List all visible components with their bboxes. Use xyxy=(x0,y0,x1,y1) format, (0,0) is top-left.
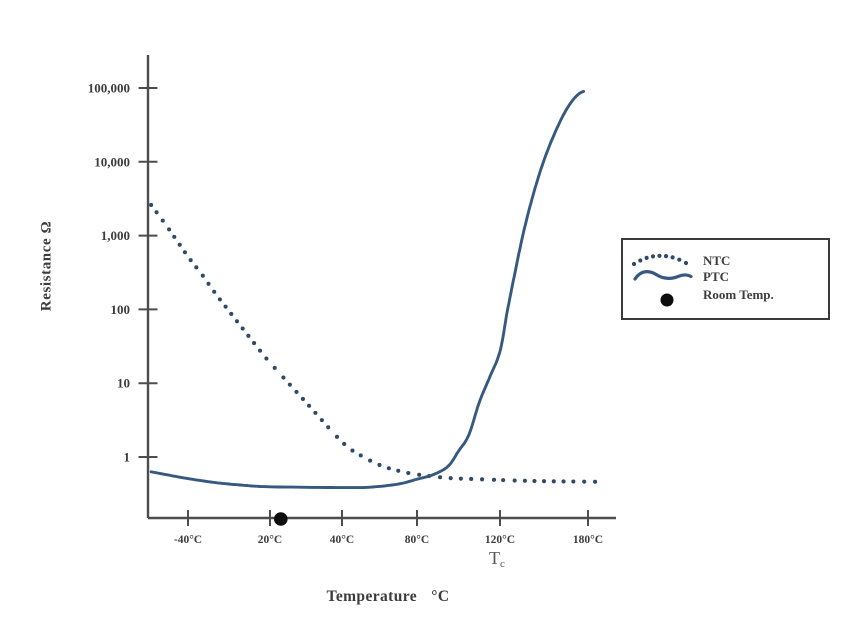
legend-label-ptc: PTC xyxy=(703,269,729,284)
ntc-dot xyxy=(246,333,251,338)
ntc-dot xyxy=(368,458,373,463)
y-tick-label: 100,000 xyxy=(88,81,130,96)
ntc-dot xyxy=(194,265,199,270)
y-tick-label: 1,000 xyxy=(101,228,130,243)
ntc-dot xyxy=(154,210,159,215)
x-axis-title: Temperature °C xyxy=(326,588,450,605)
ntc-dot xyxy=(206,281,211,286)
ntc-dot xyxy=(571,479,576,484)
legend: NTC PTC Room Temp. xyxy=(621,238,830,320)
ntc-dot xyxy=(313,410,318,415)
ntc-dot xyxy=(326,425,331,430)
ntc-dot xyxy=(182,250,187,255)
ntc-dot xyxy=(334,434,340,439)
ntc-dot xyxy=(417,472,422,477)
x-tick-label: 120°C xyxy=(485,534,515,546)
ntc-dot xyxy=(342,441,347,447)
ntc-dot xyxy=(396,468,401,473)
ntc-dot xyxy=(212,289,217,294)
ntc-dot xyxy=(167,227,172,232)
x-tick-label: 180°C xyxy=(573,534,603,546)
ntc-dot xyxy=(522,478,527,483)
y-tick-label: 10,000 xyxy=(94,154,130,169)
ntc-dot xyxy=(188,258,193,263)
ntc-dot xyxy=(469,476,474,482)
room-temp-dot-icon xyxy=(660,293,674,307)
x-tick-label: 20°C xyxy=(258,534,282,546)
ntc-dot xyxy=(287,382,292,387)
ntc-dot xyxy=(406,471,411,476)
ntc-dot xyxy=(229,311,234,317)
ntc-dotted-curve-icon xyxy=(631,253,689,267)
ntc-dot xyxy=(386,466,391,471)
ntc-dot xyxy=(200,273,205,278)
tc-annotation-main: T xyxy=(489,548,501,568)
ntc-dot xyxy=(350,448,355,453)
ntc-dot xyxy=(252,341,257,346)
ntc-dot xyxy=(512,478,517,483)
y-tick-label: 100 xyxy=(111,302,131,317)
ntc-dot xyxy=(458,476,463,481)
ntc-curve xyxy=(149,202,598,484)
x-tick-label: 40°C xyxy=(330,534,354,546)
x-ticks: -40°C 20°C 40°C 80°C 120°C 180°C xyxy=(174,510,603,546)
tc-annotation-sub: c xyxy=(500,558,505,570)
y-tick-label: 1 xyxy=(124,450,131,465)
ntc-dot xyxy=(561,479,566,484)
ntc-dot xyxy=(217,297,222,302)
y-axis-title: Resistance Ω xyxy=(38,220,55,312)
ntc-dot xyxy=(480,477,485,482)
y-tick-label: 10 xyxy=(117,376,130,391)
ntc-dot xyxy=(532,478,537,484)
x-tick-label: 80°C xyxy=(405,534,429,546)
legend-label-ntc: NTC xyxy=(703,253,731,268)
y-ticks: 1 10 100 1,000 10,000 100,000 xyxy=(88,81,158,465)
ntc-dot xyxy=(281,375,286,380)
ntc-dot xyxy=(160,218,165,223)
ntc-dot xyxy=(551,479,556,484)
ptc-curve xyxy=(149,89,586,490)
ntc-dot xyxy=(358,453,363,458)
ntc-dot xyxy=(582,479,587,484)
tc-annotation: Tc xyxy=(489,548,505,570)
ntc-dot xyxy=(307,403,312,408)
legend-label-room-temp: Room Temp. xyxy=(703,287,774,302)
ntc-dot xyxy=(438,475,443,480)
ntc-dot xyxy=(240,326,245,331)
ntc-dot xyxy=(300,396,305,402)
ntc-dot xyxy=(177,242,182,247)
ntc-dot xyxy=(272,365,277,370)
ntc-dot xyxy=(319,418,324,423)
ntc-dot xyxy=(501,478,506,483)
ntc-dot xyxy=(541,479,547,484)
ntc-dot xyxy=(294,389,299,394)
ntc-dot xyxy=(234,319,240,324)
ntc-dot xyxy=(448,476,453,481)
x-tick-label: -40°C xyxy=(174,534,202,546)
ntc-dot xyxy=(264,356,269,361)
ntc-dot xyxy=(149,202,154,208)
ntc-dot xyxy=(223,304,228,309)
room-temp-marker xyxy=(274,512,288,526)
ntc-dot xyxy=(172,234,177,239)
ptc-solid-wave-icon xyxy=(633,270,693,281)
ntc-dot xyxy=(491,477,497,482)
ntc-dot xyxy=(377,462,382,468)
ntc-dot xyxy=(258,348,263,353)
ntc-dot xyxy=(593,479,598,484)
